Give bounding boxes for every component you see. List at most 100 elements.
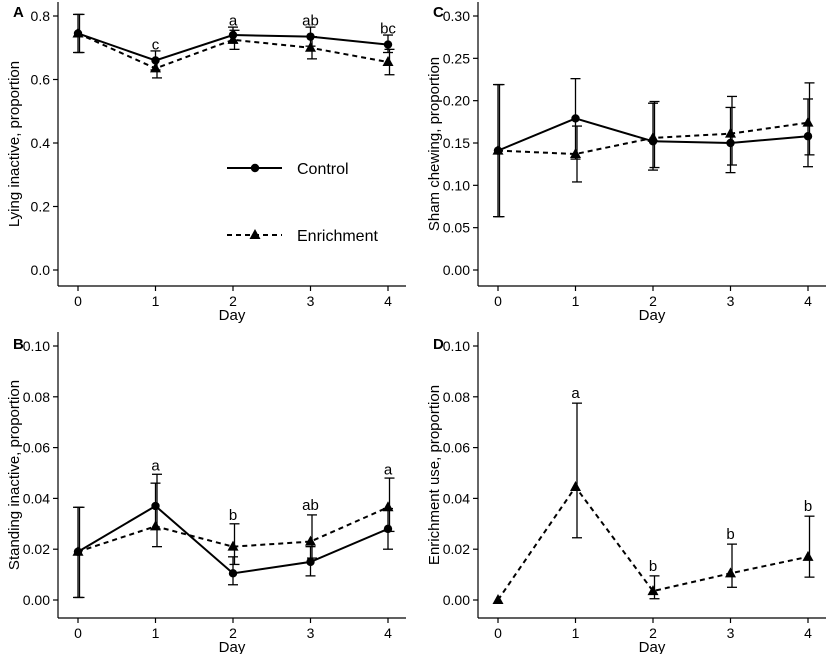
series-control [493, 78, 813, 218]
legend-label: Control [297, 161, 349, 178]
data-point [647, 131, 659, 142]
panel-a: A 0.0 0.2 0.4 0.6 0.8 0 1 2 3 4 Day Lying inactive, … [6, 2, 406, 324]
panel-letter: B [13, 336, 24, 353]
data-point [570, 480, 581, 491]
y-tick-label: 0.06 [443, 440, 470, 456]
data-point [150, 62, 161, 73]
x-tick-label: 2 [649, 625, 657, 641]
x-tick-label: 4 [384, 293, 392, 309]
data-point [382, 501, 394, 512]
y-tick-label: 0.25 [443, 50, 470, 66]
significance-label: b [229, 507, 237, 524]
data-point [726, 138, 735, 148]
data-point [802, 116, 814, 127]
x-tick-label: 4 [804, 625, 812, 641]
y-tick-label: 0.02 [23, 541, 50, 557]
data-point [492, 144, 504, 155]
panel-d: D 0.00 0.02 0.04 0.06 0.08 0.10 0 1 2 3 4 Day Enrichm… [426, 332, 826, 654]
x-tick-label: 3 [307, 293, 315, 309]
y-axis-title: Standing inactive, proportion [6, 380, 23, 570]
y-tick-label: 0.00 [443, 262, 470, 278]
panel-c: C 0.00 0.05 0.10 0.15 0.20 0.25 0.30 0 1 2 3 4 Day Sha… [426, 2, 826, 324]
data-point [306, 557, 315, 567]
x-tick-label: 2 [229, 625, 237, 641]
significance-label: b [804, 498, 812, 515]
legend-marker [250, 163, 260, 173]
x-tick-label: 1 [572, 625, 580, 641]
panel-letter: D [433, 336, 444, 353]
data-point [382, 56, 394, 67]
significance-label: ab [302, 497, 319, 514]
significance-label: a [229, 13, 238, 30]
y-tick-label: 0.6 [31, 72, 51, 88]
data-point [228, 569, 238, 578]
data-point [227, 33, 239, 44]
y-tick-label: 0.30 [443, 8, 470, 24]
series-line [77, 506, 389, 553]
legend-label: Enrichment [297, 228, 378, 245]
y-tick-label: 0.2 [31, 199, 51, 215]
y-tick-label: 0.08 [443, 389, 470, 405]
y-tick-label: 0.08 [23, 389, 50, 405]
y-tick-label: 0.20 [443, 93, 470, 109]
data-point [803, 132, 813, 141]
x-tick-label: 2 [649, 293, 657, 309]
data-point [802, 550, 814, 561]
data-point [492, 594, 504, 604]
series-enrichment [492, 82, 815, 218]
data-point [72, 545, 84, 556]
y-tick-label: 0.02 [443, 541, 470, 557]
x-tick-label: 0 [494, 625, 502, 641]
series-enrichment [492, 402, 815, 604]
x-tick-label: 1 [572, 293, 580, 309]
significance-label: bc [380, 20, 396, 37]
y-tick-label: 0.8 [31, 8, 51, 24]
x-axis-title: Day [219, 639, 246, 654]
significance-label: a [384, 461, 393, 478]
x-axis-title: Day [639, 639, 666, 654]
data-point [72, 27, 84, 38]
x-tick-label: 4 [804, 293, 812, 309]
panel-letter: C [433, 4, 444, 21]
significance-label: b [649, 558, 657, 575]
data-point [725, 567, 736, 578]
x-tick-label: 0 [74, 625, 82, 641]
y-tick-label: 0.06 [23, 440, 50, 456]
x-axis-title: Day [219, 307, 246, 324]
significance-label: ab [302, 13, 319, 30]
series-control [73, 482, 393, 599]
y-tick-label: 0.4 [31, 135, 51, 151]
data-point [305, 41, 316, 52]
y-tick-label: 0.00 [23, 592, 50, 608]
y-tick-label: 0.00 [443, 592, 470, 608]
x-tick-label: 3 [727, 293, 735, 309]
series-enrichment [72, 473, 395, 599]
x-axis-title: Day [639, 307, 666, 324]
y-tick-label: 0.04 [443, 490, 470, 506]
y-tick-label: 0.05 [443, 220, 470, 236]
y-tick-label: 0.0 [31, 262, 51, 278]
x-tick-label: 0 [494, 293, 502, 309]
significance-label: b [726, 526, 734, 543]
legend-marker [249, 229, 261, 239]
significance-label: c [152, 36, 160, 53]
significance-label: a [571, 385, 580, 402]
panel-b: B 0.00 0.02 0.04 0.06 0.08 0.10 0 1 2 3 4 Day Standin… [6, 332, 406, 654]
data-point [150, 520, 161, 531]
x-tick-label: 4 [384, 625, 392, 641]
x-tick-label: 1 [152, 293, 160, 309]
series-enrichment [72, 13, 395, 79]
x-tick-label: 3 [307, 625, 315, 641]
y-axis-title: Sham chewing, proportion [426, 57, 443, 231]
y-tick-label: 0.10 [443, 177, 470, 193]
data-point [305, 535, 316, 546]
data-point [151, 501, 160, 511]
x-tick-label: 0 [74, 293, 82, 309]
legend: Control Enrichment [227, 161, 378, 245]
y-tick-label: 0.15 [443, 135, 470, 151]
data-point [227, 540, 239, 551]
series-line [77, 32, 389, 70]
y-tick-label: 0.10 [23, 338, 50, 354]
y-tick-label: 0.04 [23, 490, 50, 506]
